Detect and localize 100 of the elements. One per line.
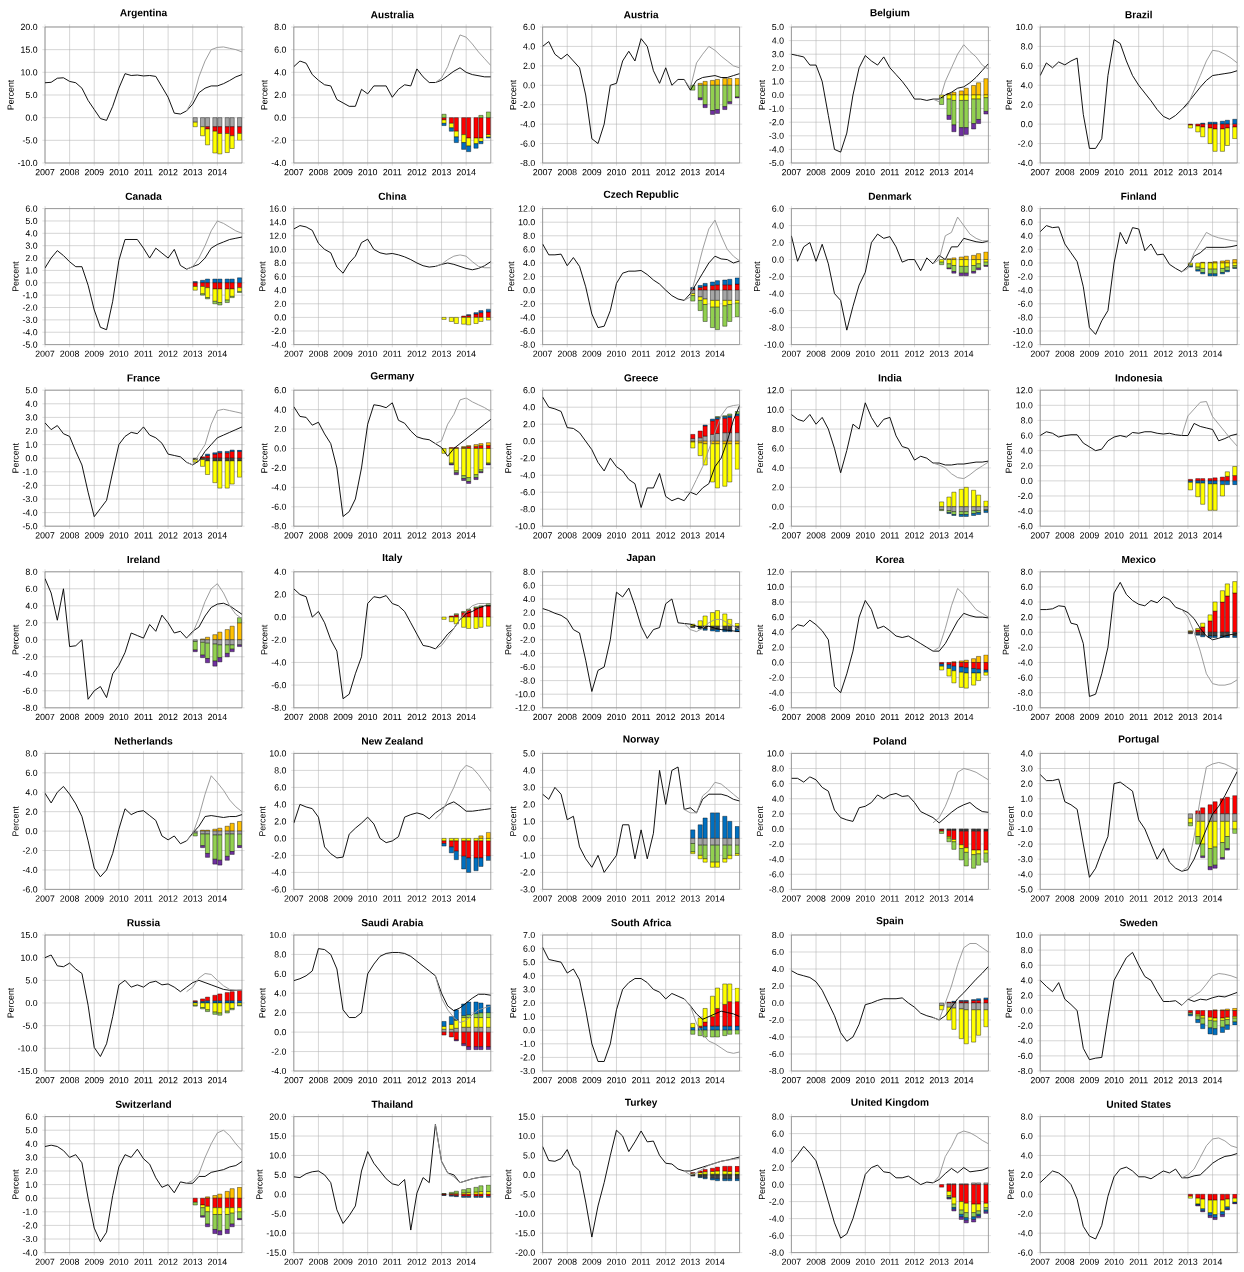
x-tick-label: 2012 — [905, 1077, 924, 1084]
y-tick-label: -2.0 — [520, 869, 535, 876]
x-tick-label: 2008 — [60, 895, 80, 902]
x-tick-label: 2012 — [656, 1077, 676, 1084]
y-tick-label: 5.0 — [274, 1171, 287, 1178]
x-tick-label: 2007 — [533, 895, 552, 902]
x-tick-label: 2014 — [1203, 1077, 1223, 1084]
y-tick-label: -8.0 — [769, 1067, 784, 1075]
x-tick-label: 2009 — [582, 532, 602, 539]
y-tick-label: 6.0 — [1021, 962, 1033, 969]
x-tick-label: 2009 — [831, 169, 851, 176]
x-tick-label: 2013 — [681, 713, 700, 721]
y-axis-title: Percent — [1005, 987, 1012, 1018]
y-tick-label: 8.0 — [25, 750, 38, 757]
chart-title: Finland — [1121, 192, 1157, 200]
y-tick-label: 0.0 — [274, 1191, 287, 1198]
y-tick-label: 6.0 — [523, 582, 535, 589]
y-tick-label: 8.0 — [25, 568, 38, 575]
y-tick-label: 0.0 — [1020, 1007, 1033, 1014]
y-tick-label: 0.0 — [772, 503, 784, 510]
y-tick-label: 6.0 — [1021, 219, 1033, 226]
x-tick-label: 2007 — [1030, 1077, 1050, 1084]
x-tick-label: 2014 — [208, 895, 227, 902]
x-tick-label: 2011 — [134, 713, 153, 721]
x-tick-label: 2014 — [456, 713, 476, 721]
y-tick-label: 2.0 — [523, 421, 535, 428]
y-tick-label: 6.0 — [274, 46, 287, 53]
y-tick-label: -2.0 — [271, 852, 287, 859]
x-tick-label: 2012 — [1153, 350, 1173, 357]
x-tick-label: 2007 — [35, 1258, 55, 1265]
x-tick-label: 2013 — [1178, 1077, 1198, 1084]
y-tick-label: -15.0 — [17, 1067, 38, 1075]
x-tick-label: 2010 — [607, 1077, 626, 1084]
y-tick-label: 2.0 — [772, 64, 784, 71]
x-tick-label: 2012 — [905, 350, 924, 357]
y-tick-label: 4.0 — [523, 767, 535, 774]
x-tick-label: 2011 — [880, 169, 899, 176]
y-tick-label: -4.0 — [1018, 159, 1033, 167]
y-tick-label: 2.0 — [1021, 992, 1033, 999]
x-tick-label: 2008 — [309, 532, 328, 539]
y-tick-label: 8.0 — [772, 765, 784, 772]
x-tick-label: 2008 — [557, 1077, 577, 1084]
chart-title: Mexico — [1122, 555, 1156, 564]
x-tick-label: 2013 — [1178, 350, 1198, 357]
x-tick-label: 2010 — [607, 169, 626, 176]
y-tick-label: 4.0 — [25, 230, 38, 237]
y-tick-label: -6.0 — [520, 489, 535, 496]
y-tick-label: 6.0 — [25, 1113, 38, 1120]
y-tick-label: -12.0 — [1013, 341, 1033, 348]
x-tick-label: 2014 — [954, 895, 974, 902]
x-tick-label: 2007 — [782, 1077, 801, 1084]
x-tick-label: 2008 — [1055, 713, 1075, 721]
y-tick-label: 0.0 — [523, 287, 535, 294]
y-tick-label: -2.0 — [1018, 840, 1033, 848]
y-tick-label: 2.0 — [274, 818, 287, 825]
x-tick-label: 2008 — [60, 532, 80, 539]
y-tick-label: 4.0 — [1020, 598, 1033, 606]
y-axis-title: Percent — [754, 261, 761, 292]
y-axis-title: Percent — [261, 624, 268, 655]
y-tick-label: 0.0 — [772, 256, 784, 263]
y-tick-label: -3.0 — [22, 316, 38, 323]
y-tick-label: 8.0 — [274, 767, 287, 774]
x-tick-label: 2013 — [183, 1077, 203, 1084]
y-tick-label: 2.0 — [1021, 614, 1033, 621]
y-tick-label: -2.0 — [22, 482, 38, 489]
x-tick-label: 2012 — [407, 532, 427, 539]
y-tick-label: -4.0 — [271, 341, 287, 348]
y-axis-title: Percent — [1005, 443, 1012, 473]
y-tick-label: 2.0 — [25, 254, 38, 262]
x-tick-label: 2007 — [782, 350, 801, 357]
x-tick-label: 2011 — [1129, 169, 1148, 176]
chart-title: Norway — [623, 735, 660, 745]
x-tick-label: 2013 — [929, 1077, 949, 1084]
x-tick-label: 2011 — [134, 895, 153, 902]
x-tick-label: 2011 — [1129, 1077, 1148, 1084]
x-tick-label: 2011 — [383, 532, 402, 539]
y-tick-label: -2.0 — [22, 847, 38, 854]
x-tick-label: 2012 — [1153, 1077, 1173, 1084]
y-tick-label: 6.0 — [25, 205, 38, 212]
x-tick-label: 2013 — [929, 350, 949, 357]
y-tick-label: 6.0 — [1021, 62, 1033, 69]
y-tick-label: -10.0 — [764, 341, 784, 348]
y-axis-title: Percent — [756, 806, 764, 836]
y-tick-label: -2.0 — [271, 1048, 287, 1055]
y-tick-label: 0.0 — [274, 445, 287, 452]
y-tick-label: 6.0 — [772, 780, 784, 787]
y-tick-label: 10.0 — [269, 750, 287, 757]
y-axis-title: Percent — [756, 443, 764, 473]
y-tick-label: 0.0 — [25, 636, 38, 643]
y-tick-label: 10.0 — [21, 69, 38, 76]
x-tick-label: 2013 — [183, 350, 203, 357]
x-tick-label: 2011 — [632, 1077, 651, 1084]
y-tick-label: 5.0 — [772, 23, 784, 31]
y-tick-label: -6.0 — [769, 704, 784, 711]
x-tick-label: 2011 — [1129, 895, 1148, 902]
y-tick-label: -2.0 — [520, 636, 535, 643]
x-tick-label: 2013 — [183, 532, 203, 539]
x-tick-label: 2013 — [681, 1258, 700, 1265]
y-axis-title: Percent — [259, 261, 266, 292]
chart-title: Denmark — [868, 192, 912, 200]
